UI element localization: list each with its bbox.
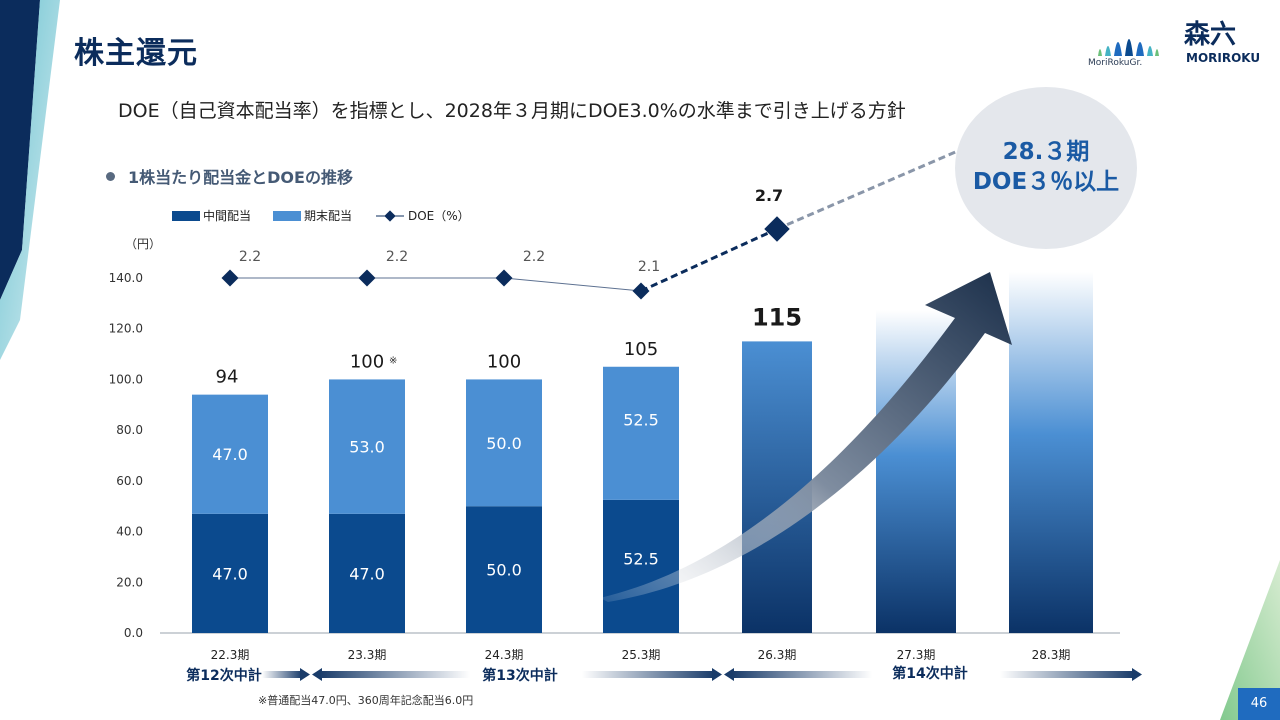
doe-value-label: 2.7	[755, 186, 783, 205]
doe-marker	[221, 269, 239, 287]
doe-line-segment	[503, 277, 642, 292]
plan-label-14: 第14次中計	[892, 665, 967, 682]
year-end-dividend-label: 50.0	[486, 434, 522, 453]
y-unit-label: （円）	[125, 237, 161, 251]
year-end-dividend-bar	[603, 366, 679, 500]
doe-marker	[495, 269, 513, 287]
year-end-dividend-label: 52.5	[623, 410, 659, 429]
total-dividend-label: 94	[216, 367, 239, 388]
x-tick-label: 24.3期	[485, 648, 524, 662]
doe-marker	[358, 269, 376, 287]
green-corner-stripe	[1220, 560, 1280, 720]
legend-swatch-year-end	[273, 211, 301, 221]
y-tick-label: 40.0	[116, 525, 143, 539]
plan-arrow-14-left-head	[724, 668, 734, 681]
x-tick-label: 22.3期	[211, 648, 250, 662]
morirokugr-logo-icon	[1098, 39, 1159, 56]
doe-value-label: 2.2	[523, 249, 545, 265]
plan-arrow-14-right-head	[1132, 668, 1142, 681]
company-logo-kanji: 森六	[1184, 20, 1237, 50]
plan-arrow-13-left-body	[320, 671, 470, 678]
legend-marker-doe	[384, 210, 396, 222]
year-end-dividend-bar	[466, 379, 542, 507]
doe-value-label: 2.2	[386, 249, 408, 265]
target-callout-circle	[955, 87, 1137, 249]
doe-marker	[764, 216, 790, 242]
legend-swatch-interim	[172, 211, 200, 221]
interim-dividend-label: 47.0	[212, 564, 248, 583]
doe-value-label: 2.2	[239, 249, 261, 265]
y-tick-label: 0.0	[124, 626, 143, 640]
plan-arrow-13-left-head	[312, 668, 322, 681]
page-number: 46	[1238, 688, 1280, 720]
section-label: 1株当たり配当金とDOEの推移	[128, 168, 353, 187]
y-tick-label: 20.0	[116, 575, 143, 589]
x-tick-label: 23.3期	[348, 648, 387, 662]
group-logo-text: MoriRokuGr.	[1088, 58, 1143, 68]
doe-target-segment	[776, 148, 961, 231]
plan-arrow-12-head	[300, 668, 310, 681]
bullet-icon	[106, 171, 115, 181]
year-end-dividend-bar	[192, 394, 268, 514]
plan-arrow-13-right-head	[712, 668, 722, 681]
x-tick-label: 28.3期	[1032, 648, 1071, 662]
plan-arrow-12-body	[262, 671, 302, 678]
doe-value-label: 2.1	[638, 259, 660, 275]
legend-label-doe: DOE（%）	[408, 209, 470, 223]
teal-corner-stripe	[0, 0, 60, 360]
plan-arrow-14-right-body	[1000, 671, 1134, 678]
target-doe-label: DOE３％以上	[972, 169, 1120, 195]
interim-dividend-label: 47.0	[349, 564, 385, 583]
plan-arrow-13-right-body	[582, 671, 714, 678]
growth-arrow	[600, 272, 1012, 602]
doe-forecast-segment	[640, 227, 778, 293]
year-end-dividend-label: 53.0	[349, 438, 385, 457]
doe-marker	[632, 282, 650, 300]
note-marker: ※	[389, 355, 397, 366]
target-period-label: 28.３期	[1002, 139, 1090, 165]
interim-dividend-bar	[192, 513, 268, 633]
y-tick-label: 140.0	[109, 271, 143, 285]
company-logo-roman: MORIROKU	[1186, 51, 1261, 65]
x-tick-label: 27.3期	[897, 648, 936, 662]
interim-dividend-label: 50.0	[486, 561, 522, 580]
page-title: 株主還元	[74, 36, 198, 71]
total-dividend-label: 100	[350, 351, 384, 372]
plan-label-13: 第13次中計	[482, 667, 557, 684]
legend-label-year-end: 期末配当	[304, 209, 352, 223]
footnote: ※普通配当47.0円、360周年記念配当6.0円	[258, 694, 474, 707]
navy-corner-stripe	[0, 0, 40, 300]
total-dividend-label: 115	[752, 303, 802, 331]
y-tick-label: 100.0	[109, 372, 143, 386]
y-tick-label: 120.0	[109, 322, 143, 336]
total-dividend-label: 100	[487, 351, 521, 372]
interim-dividend-bar	[466, 506, 542, 633]
y-tick-label: 80.0	[116, 423, 143, 437]
x-tick-label: 26.3期	[758, 648, 797, 662]
interim-dividend-bar	[603, 499, 679, 633]
y-tick-label: 60.0	[116, 474, 143, 488]
year-end-dividend-label: 47.0	[212, 445, 248, 464]
policy-subtitle: DOE（自己資本配当率）を指標とし、2028年３月期にDOE3.0%の水準まで引…	[118, 100, 906, 122]
total-dividend-label: 105	[624, 339, 658, 360]
legend-label-interim: 中間配当	[203, 208, 251, 223]
x-tick-label: 25.3期	[622, 648, 661, 662]
year-end-dividend-bar	[329, 379, 405, 514]
interim-dividend-bar	[329, 513, 405, 633]
plan-label-12: 第12次中計	[186, 667, 261, 684]
interim-dividend-label: 52.5	[623, 549, 659, 568]
plan-dividend-bar	[1009, 272, 1093, 633]
section-heading: 1株当たり配当金とDOEの推移	[106, 164, 353, 188]
plan-arrow-14-left-body	[732, 671, 872, 678]
forecast-dividend-bar	[742, 341, 812, 633]
